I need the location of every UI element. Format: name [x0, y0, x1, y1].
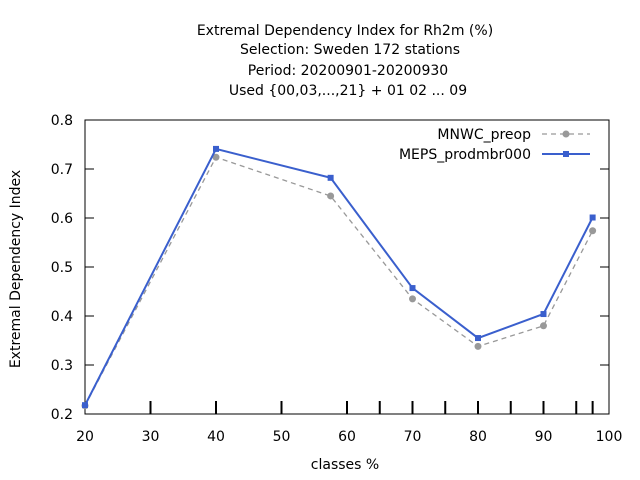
legend-marker — [563, 151, 569, 157]
legend-label: MNWC_preop — [437, 127, 531, 143]
x-tick-label: 100 — [596, 429, 623, 445]
legend-marker — [562, 130, 570, 138]
data-point — [212, 153, 220, 161]
title-line-2: Selection: Sweden 172 stations — [240, 42, 460, 58]
data-point — [474, 342, 482, 350]
chart-title: Extremal Dependency Index for Rh2m (%) S… — [197, 23, 493, 99]
data-point — [589, 227, 597, 235]
data-point — [213, 145, 219, 152]
data-point — [540, 311, 547, 318]
title-line-3: Period: 20200901-20200930 — [248, 63, 448, 79]
y-tick-label: 0.4 — [51, 309, 73, 325]
x-tick-label: 20 — [76, 429, 94, 445]
data-point — [589, 214, 596, 221]
x-tick-label: 50 — [273, 429, 291, 445]
data-point — [327, 192, 335, 200]
title-line-1: Extremal Dependency Index for Rh2m (%) — [197, 23, 493, 39]
x-tick-label: 80 — [469, 429, 487, 445]
series-line-2 — [84, 147, 594, 406]
data-point — [327, 174, 334, 181]
y-tick-label: 0.6 — [51, 211, 73, 227]
x-tick-label: 40 — [207, 429, 225, 445]
x-tick-label: 90 — [535, 429, 553, 445]
title-line-4: Used {00,03,...,21} + 01 02 ... 09 — [229, 83, 467, 99]
data-point — [540, 322, 547, 330]
data-point — [475, 335, 481, 342]
x-tick-label: 30 — [142, 429, 160, 445]
y-tick-label: 0.5 — [51, 260, 73, 276]
plot-area: 0.2 0.3 0.4 0.5 0.6 0.7 0.8 20 30 40 50 60 70 80 90 100… — [51, 113, 623, 445]
data-point — [82, 402, 88, 409]
x-tick-label: 60 — [338, 429, 356, 445]
legend-label: MEPS_prodmbr000 — [399, 147, 531, 163]
y-axis-label: Extremal Dependency Index — [8, 170, 24, 368]
data-point — [409, 295, 416, 303]
y-tick-label: 0.7 — [51, 162, 73, 178]
y-tick-label: 0.3 — [51, 358, 73, 374]
y-tick-label: 0.2 — [51, 407, 73, 423]
x-axis-label: classes % — [311, 457, 379, 473]
data-point — [409, 285, 416, 292]
y-tick-label: 0.8 — [51, 113, 73, 129]
series-line-1 — [84, 156, 594, 407]
x-tick-label: 70 — [404, 429, 422, 445]
plot-border — [84, 119, 610, 415]
